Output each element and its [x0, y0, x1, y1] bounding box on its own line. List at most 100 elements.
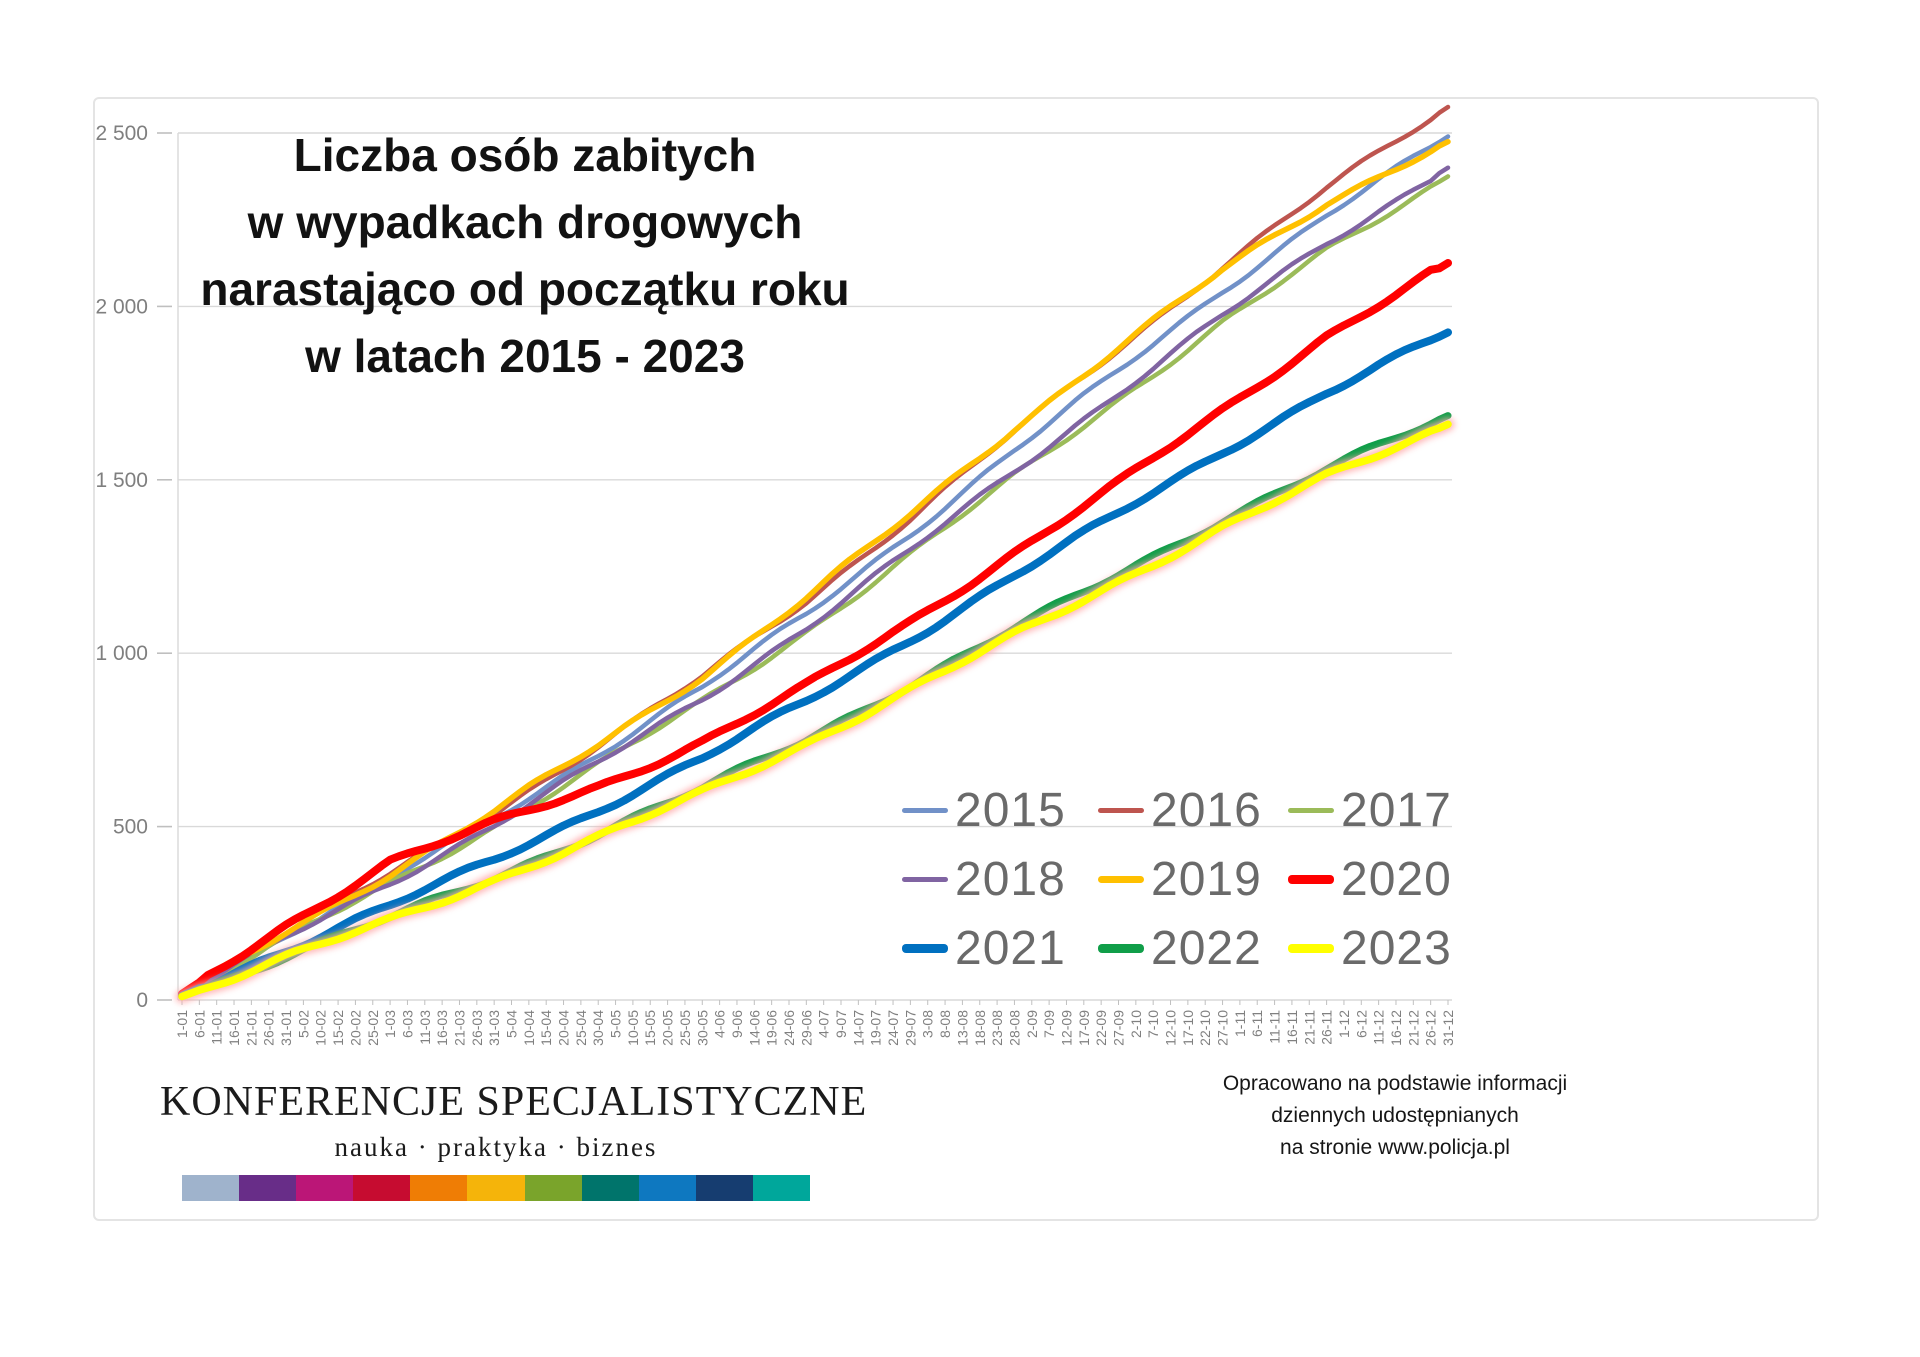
x-axis-tick-label: 12-09: [1058, 1010, 1074, 1046]
x-axis-tick-label: 11-12: [1371, 1010, 1387, 1045]
legend-item-2019: 2019: [1098, 852, 1288, 907]
logo-strip-segment: [752, 1175, 811, 1201]
x-axis-tick-label: 21-01: [243, 1010, 259, 1046]
logo-color-strip: [182, 1175, 811, 1201]
x-axis-tick-label: 25-02: [365, 1010, 381, 1046]
legend-label-2015: 2015: [955, 784, 1066, 837]
x-axis-tick-label: 11-03: [417, 1010, 433, 1045]
series-line-2020: [178, 259, 1452, 998]
legend-item-2017: 2017: [1288, 783, 1462, 838]
logo-strip-segment: [638, 1175, 696, 1201]
x-axis-tick-label: 1-11: [1232, 1010, 1248, 1037]
x-axis-tick-label: 10-02: [313, 1010, 329, 1046]
legend-label-2021: 2021: [955, 922, 1066, 975]
legend-item-2015: 2015: [902, 783, 1098, 838]
legend-item-2021: 2021: [902, 921, 1098, 976]
x-axis-tick-label: 1-03: [382, 1010, 398, 1038]
x-axis-tick-label: 27-10: [1215, 1010, 1231, 1046]
x-axis-tick-label: 1-01: [174, 1010, 190, 1038]
chart-title-line: Liczba osób zabitych: [293, 129, 757, 181]
x-axis-tick-label: 6-01: [191, 1010, 207, 1038]
x-axis-tick-label: 6-12: [1353, 1010, 1369, 1038]
logo-strip-segment: [239, 1175, 297, 1201]
chart-title-line: w wypadkach drogowych: [247, 196, 803, 248]
x-axis-tick-label: 2-09: [1024, 1010, 1040, 1038]
legend-swatch-2018: [902, 877, 948, 882]
logo-strip-segment: [182, 1175, 240, 1201]
x-axis-tick-label: 9-07: [833, 1010, 849, 1038]
legend-label-2016: 2016: [1151, 784, 1262, 837]
x-axis-tick-label: 20-04: [556, 1010, 572, 1046]
legend-label-2018: 2018: [955, 853, 1066, 906]
y-axis-tick-label: 500: [113, 816, 148, 839]
x-axis-tick-label: 9-06: [729, 1010, 745, 1038]
legend-label-2022: 2022: [1151, 922, 1262, 975]
logo-strip-segment: [695, 1175, 753, 1201]
legend-swatch-2015: [902, 808, 948, 813]
legend-swatch-2023: [1288, 944, 1334, 953]
series-line-2023: [178, 420, 1452, 1001]
legend-item-2022: 2022: [1098, 921, 1288, 976]
x-axis-tick-label: 25-04: [573, 1010, 589, 1046]
x-axis-tick-label: 20-05: [660, 1010, 676, 1046]
x-axis-tick-label: 24-06: [781, 1010, 797, 1046]
x-axis-tick-label: 30-05: [694, 1010, 710, 1046]
x-axis-tick-label: 6-03: [399, 1010, 415, 1038]
x-axis-tick-label: 10-04: [521, 1010, 537, 1046]
logo-block: KONFERENCJE SPECJALISTYCZNE nauka · prak…: [160, 1078, 866, 1201]
x-axis-tick-label: 26-12: [1423, 1010, 1439, 1046]
attribution-line: Opracowano na podstawie informacji: [1222, 1072, 1568, 1095]
x-axis-tick-label: 5-05: [608, 1010, 624, 1038]
chart-title-line: narastająco od początku roku: [200, 263, 850, 315]
x-axis-tick-label: 6-11: [1249, 1010, 1265, 1037]
x-axis-tick-label: 31-03: [486, 1010, 502, 1046]
legend-swatch-2022: [1098, 944, 1144, 953]
y-axis-tick-label: 2 500: [95, 122, 148, 145]
legend-swatch-2019: [1098, 876, 1144, 883]
x-axis-tick-label: 16-03: [434, 1010, 450, 1046]
legend-swatch-2020: [1288, 875, 1334, 884]
x-axis-tick-label: 14-06: [746, 1010, 762, 1046]
x-axis-tick-label: 14-07: [850, 1010, 866, 1046]
x-axis-tick-label: 30-04: [590, 1010, 606, 1046]
x-axis-tick-label: 15-04: [538, 1010, 554, 1046]
legend-label-2019: 2019: [1151, 853, 1262, 906]
x-axis-tick-label: 21-12: [1405, 1010, 1421, 1046]
chart-title-line: w latach 2015 - 2023: [305, 330, 745, 382]
x-axis-tick-label: 19-06: [764, 1010, 780, 1046]
legend-label-2023: 2023: [1341, 922, 1452, 975]
x-axis-tick-label: 15-02: [330, 1010, 346, 1046]
x-axis-tick-label: 4-07: [816, 1010, 832, 1038]
legend-swatch-2016: [1098, 808, 1144, 813]
x-axis-tick-label: 16-12: [1388, 1010, 1404, 1046]
attribution-line: na stronie www.policja.pl: [1280, 1136, 1510, 1159]
x-axis-tick-label: 19-07: [868, 1010, 884, 1046]
legend-swatch-2017: [1288, 808, 1334, 813]
x-axis-tick-label: 2-10: [1128, 1010, 1144, 1038]
x-axis-tick-label: 28-08: [1006, 1010, 1022, 1046]
x-axis-tick-label: 16-11: [1284, 1010, 1300, 1045]
x-axis-tick-label: 10-05: [625, 1010, 641, 1046]
legend-swatch-2021: [902, 944, 948, 953]
logo-strip-segment: [296, 1175, 354, 1201]
source-attribution: Opracowano na podstawie informacji dzien…: [1120, 1068, 1670, 1164]
x-axis-tick-label: 26-11: [1319, 1010, 1335, 1045]
logo-tagline: nauka · praktyka · biznes: [334, 1132, 658, 1162]
x-axis-tick-label: 16-01: [226, 1010, 242, 1046]
x-axis-tick-label: 11-01: [209, 1010, 225, 1045]
x-axis-tick-label: 22-09: [1093, 1010, 1109, 1046]
x-axis-tick-label: 31-12: [1440, 1010, 1456, 1046]
legend-label-2020: 2020: [1341, 853, 1452, 906]
y-axis-tick-label: 0: [136, 989, 148, 1012]
x-axis-tick-label: 17-09: [1076, 1010, 1092, 1046]
x-axis-tick-label: 21-11: [1301, 1010, 1317, 1045]
x-axis-tick-label: 3-08: [920, 1010, 936, 1038]
series-line-2019: [179, 138, 1451, 998]
x-axis-tick-label: 22-10: [1197, 1010, 1213, 1046]
series-line-2018: [179, 165, 1451, 998]
logo-strip-segment: [524, 1175, 582, 1201]
x-axis-tick-label: 5-04: [504, 1010, 520, 1038]
series-line-2021: [178, 328, 1452, 1000]
legend-item-2020: 2020: [1288, 852, 1462, 907]
